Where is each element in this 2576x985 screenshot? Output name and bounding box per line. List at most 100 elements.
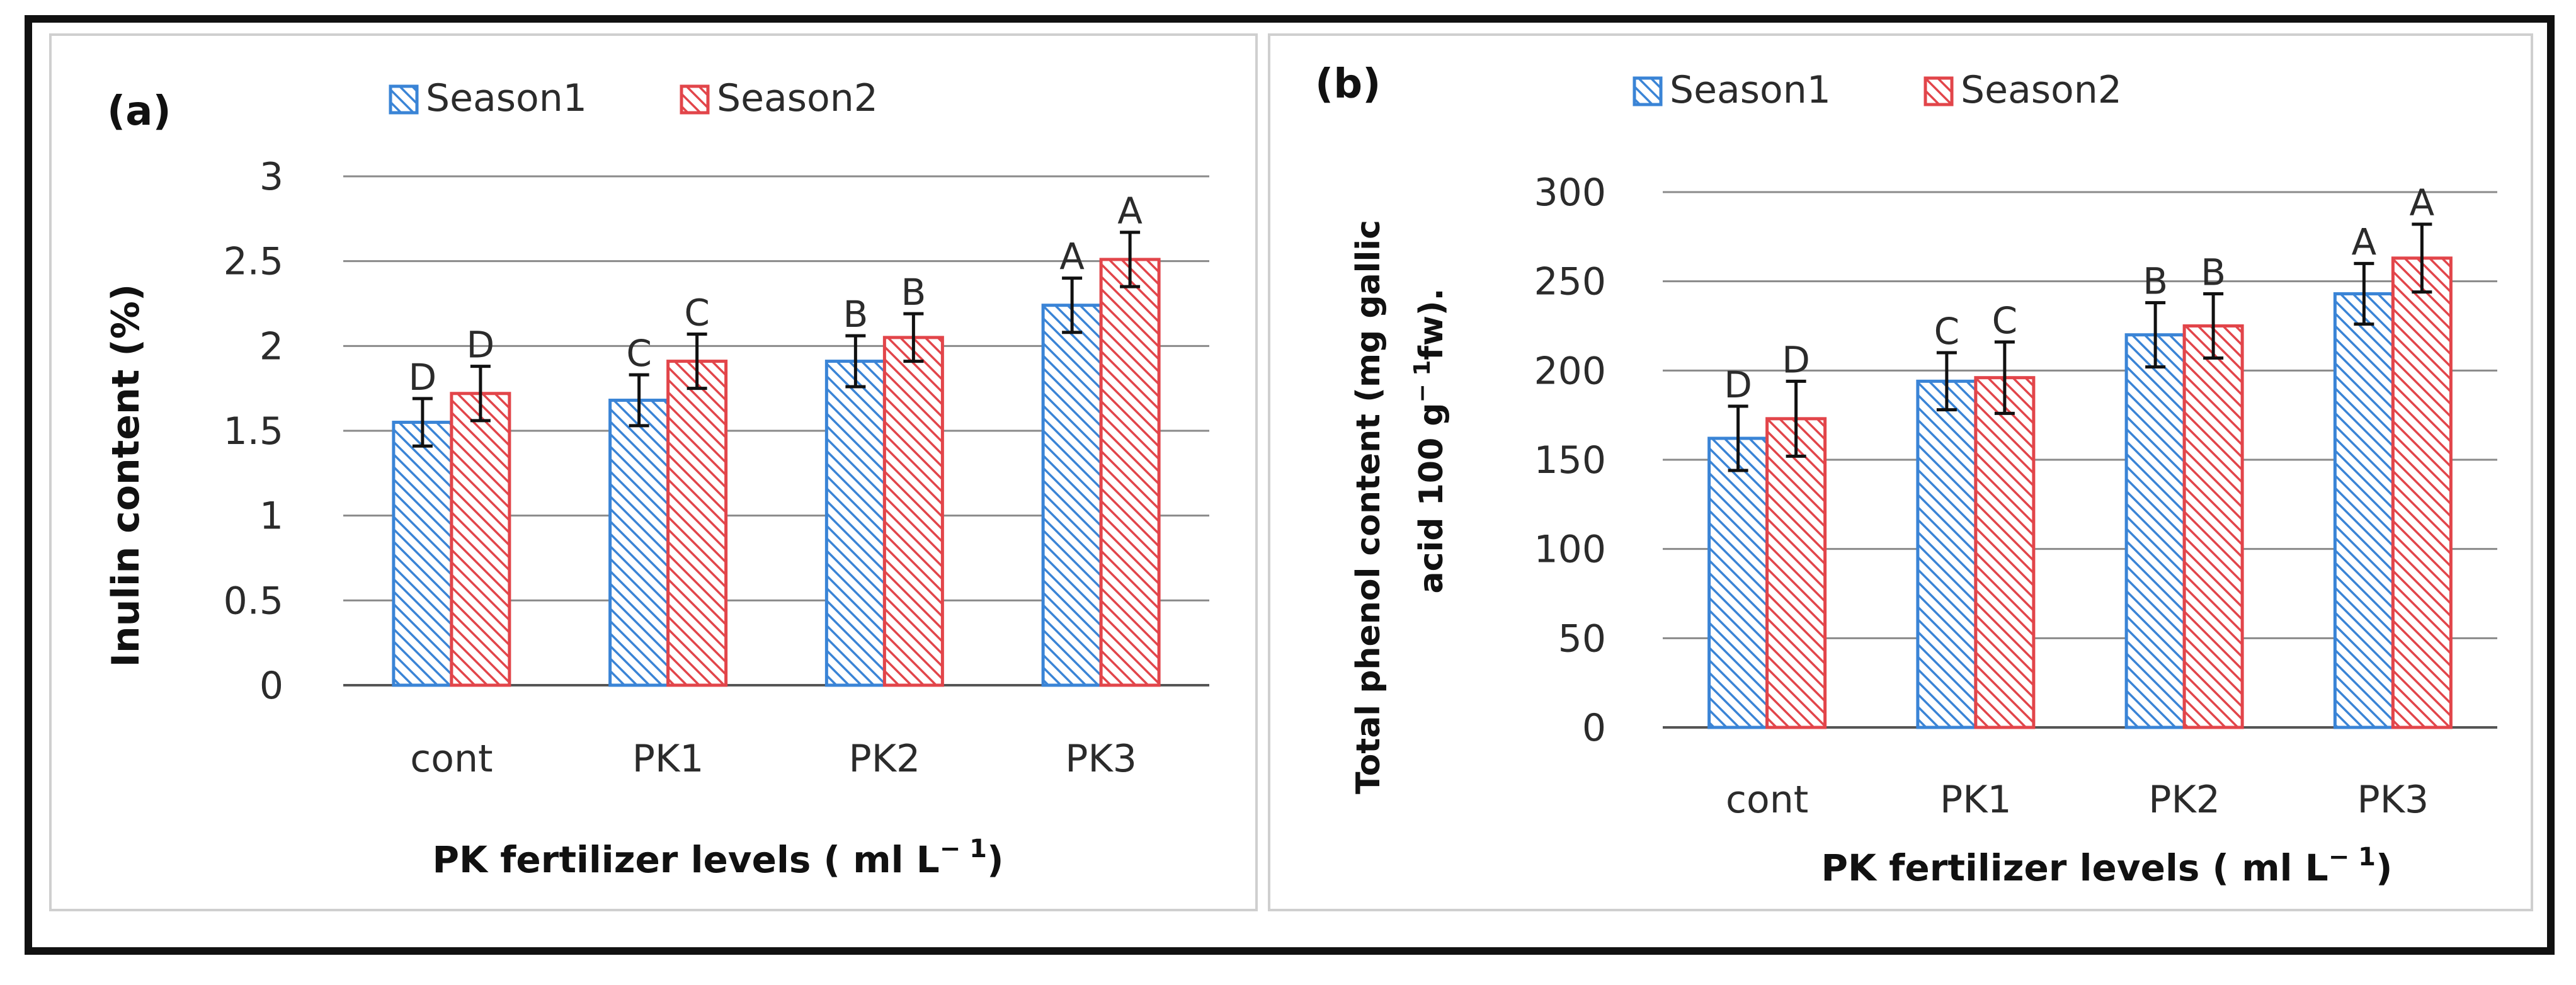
panel-a-y-tick-label: 2.5 bbox=[224, 240, 283, 284]
panel-a-legend-swatch-season2 bbox=[680, 84, 710, 115]
panel-a-significance-letter: C bbox=[626, 332, 652, 375]
panel-b-y-tick-label: 50 bbox=[1558, 617, 1606, 661]
panel-b-error-bar-season2-pk3 bbox=[2412, 222, 2432, 294]
panel-b-error-bar-season1-cont bbox=[1728, 404, 1748, 472]
panel-b-y-tick-label: 0 bbox=[1582, 706, 1606, 750]
panel-a-legend: Season1 Season2 bbox=[389, 76, 878, 120]
panel-a-x-axis-label: PK fertilizer levels ( ml L− 1) bbox=[433, 834, 1004, 881]
panel-a-significance-letter: B bbox=[901, 271, 926, 314]
panel-b-y-axis-label-line2-suffix: fw). bbox=[1413, 288, 1450, 360]
panel-b-x-axis-label: PK fertilizer levels ( ml L− 1) bbox=[1821, 843, 2393, 889]
panel-b-legend-label-season2: Season2 bbox=[1961, 68, 2122, 112]
panel-b-error-bar-season2-pk2 bbox=[2203, 292, 2224, 360]
panel-b-error-bar-season1-pk3 bbox=[2354, 261, 2374, 326]
panel-a-bar-season2-pk2 bbox=[882, 336, 944, 687]
panel-a-y-tick-label: 0 bbox=[259, 664, 283, 708]
panel-b-significance-letter: B bbox=[2143, 260, 2168, 303]
panel-b-y-tick-labels: 0 50 100 150 200 250 300 bbox=[1534, 171, 1606, 750]
panel-b-bar-season1-pk3 bbox=[2333, 292, 2395, 729]
panel-a-significance-letter: A bbox=[1059, 236, 1085, 278]
panel-a-y-tick-label: 2 bbox=[259, 324, 283, 368]
panel-b-y-axis-label-line2: acid 100 g− 1fw). bbox=[1410, 288, 1450, 594]
panel-b-significance-letter: B bbox=[2201, 251, 2226, 294]
panel-b-y-axis-label-line2-sup: − 1 bbox=[1410, 360, 1435, 403]
panel-a-error-bar-season2-pk2 bbox=[903, 312, 924, 363]
panel-b-significance-letter: D bbox=[1724, 363, 1752, 406]
panel-a-significance-letter: B bbox=[843, 293, 868, 336]
panel-a-error-bar-season1-pk1 bbox=[629, 373, 649, 428]
panel-b-significance-letter: D bbox=[1782, 338, 1810, 381]
panel-a-legend-label-season2: Season2 bbox=[717, 76, 878, 120]
panel-a-significance-letter: D bbox=[409, 356, 437, 399]
panel-b-y-tick-label: 250 bbox=[1534, 260, 1606, 304]
panel-b-x-axis-label-main: PK fertilizer levels ( ml L bbox=[1821, 846, 2328, 889]
panel-a-box bbox=[49, 33, 1258, 911]
panel-b-y-axis-label-line2-main: acid 100 g bbox=[1413, 403, 1450, 594]
panel-b-legend: Season1 Season2 bbox=[1633, 68, 2122, 112]
panel-a-bar-season1-cont bbox=[392, 421, 453, 687]
panel-b-error-bar-season2-cont bbox=[1786, 379, 1806, 458]
panel-b-x-tick-label: PK3 bbox=[2357, 778, 2429, 822]
panel-a-x-tick-labels: cont PK1 PK2 PK3 bbox=[410, 737, 1137, 781]
panel-a-legend-label-season1: Season1 bbox=[426, 76, 587, 120]
panel-b-legend-swatch-season2 bbox=[1923, 76, 1954, 106]
panel-a-error-bar-season2-cont bbox=[470, 365, 491, 423]
panel-a-significance-letters: DD CC BB AA bbox=[409, 190, 1143, 399]
panel-b-y-axis-label-line1: Total phenol content (mg gallic bbox=[1350, 220, 1388, 794]
panel-b-x-tick-label: cont bbox=[1726, 778, 1808, 822]
panel-b-y-tick-label: 150 bbox=[1534, 438, 1606, 482]
panel-a-significance-letter: C bbox=[684, 291, 710, 334]
panel-a-error-bar-season1-cont bbox=[412, 397, 433, 448]
panel-a-y-tick-label: 3 bbox=[259, 155, 283, 199]
panel-b-bar-season1-cont bbox=[1707, 436, 1769, 729]
panel-a-bar-season2-pk1 bbox=[666, 360, 728, 687]
panel-b-bar-season1-pk1 bbox=[1916, 379, 1978, 729]
panel-a-y-tick-labels: 0 0.5 1 1.5 2 2.5 3 bbox=[224, 155, 283, 708]
panel-a-y-tick-label: 1.5 bbox=[224, 409, 283, 453]
panel-a-error-bar-season1-pk2 bbox=[845, 334, 866, 389]
panel-b-bar-season2-pk1 bbox=[1974, 376, 2036, 729]
panel-b-significance-letters: DD C C B B AA bbox=[1724, 181, 2434, 406]
panel-a-bars bbox=[392, 258, 1161, 687]
panel-b-x-tick-labels: cont PK1 PK2 PK3 bbox=[1726, 778, 2429, 822]
panel-a-y-tick-label: 0.5 bbox=[224, 579, 283, 623]
panel-a-error-bars bbox=[412, 231, 1141, 448]
panel-b-bar-season2-cont bbox=[1765, 417, 1827, 729]
panel-b-legend-swatch-season1 bbox=[1633, 76, 1663, 106]
panel-a-x-tick-label: PK3 bbox=[1065, 737, 1137, 781]
panel-a-bar-season2-cont bbox=[450, 392, 511, 687]
panel-b-bar-season1-pk2 bbox=[2124, 333, 2186, 729]
panel-b-significance-letter: A bbox=[2352, 220, 2377, 263]
panel-a-y-tick-label: 1 bbox=[259, 494, 283, 538]
panel-a-bar-season1-pk2 bbox=[824, 360, 886, 687]
panel-b-significance-letter: A bbox=[2410, 181, 2435, 224]
panel-a-bar-season2-pk3 bbox=[1099, 258, 1161, 687]
panel-b-x-axis-label-suffix: ) bbox=[2376, 846, 2393, 889]
panel-b-y-tick-label: 200 bbox=[1534, 349, 1606, 393]
panel-a-x-axis-label-suffix: ) bbox=[987, 838, 1004, 881]
panel-a-legend-swatch-season1 bbox=[389, 84, 419, 115]
panel-b-x-tick-label: PK2 bbox=[2148, 778, 2220, 822]
panel-b-y-tick-label: 100 bbox=[1534, 528, 1606, 572]
panel-b-legend-label-season1: Season1 bbox=[1670, 68, 1831, 112]
panel-a-x-tick-label: PK2 bbox=[849, 737, 921, 781]
panel-b-error-bar-season1-pk1 bbox=[1936, 351, 1957, 412]
panel-a: (a) Season1 Season2 Inulin content (%) 0… bbox=[104, 76, 1209, 881]
panel-a-x-axis-label-sup: − 1 bbox=[940, 834, 987, 863]
panel-a-error-bar-season2-pk3 bbox=[1120, 231, 1141, 288]
panel-b-bar-season2-pk2 bbox=[2182, 324, 2244, 729]
panel-b-x-tick-label: PK1 bbox=[1940, 778, 2012, 822]
panel-a-bar-season1-pk3 bbox=[1041, 304, 1103, 687]
panel-a-error-bar-season1-pk3 bbox=[1062, 276, 1083, 334]
panel-b-significance-letter: C bbox=[1934, 310, 1960, 353]
panel-a-x-tick-label: cont bbox=[410, 737, 493, 781]
panel-a-x-tick-label: PK1 bbox=[632, 737, 704, 781]
panel-b-bar-season2-pk3 bbox=[2391, 256, 2453, 729]
panel-a-x-axis-label-main: PK fertilizer levels ( ml L bbox=[433, 838, 940, 881]
panel-b-error-bar-season1-pk2 bbox=[2145, 301, 2166, 369]
panel-a-significance-letter: D bbox=[467, 324, 495, 367]
panel-b-x-axis-label-sup: − 1 bbox=[2328, 843, 2376, 872]
panel-b-box bbox=[1268, 33, 2533, 911]
panel-a-label: (a) bbox=[107, 88, 171, 135]
